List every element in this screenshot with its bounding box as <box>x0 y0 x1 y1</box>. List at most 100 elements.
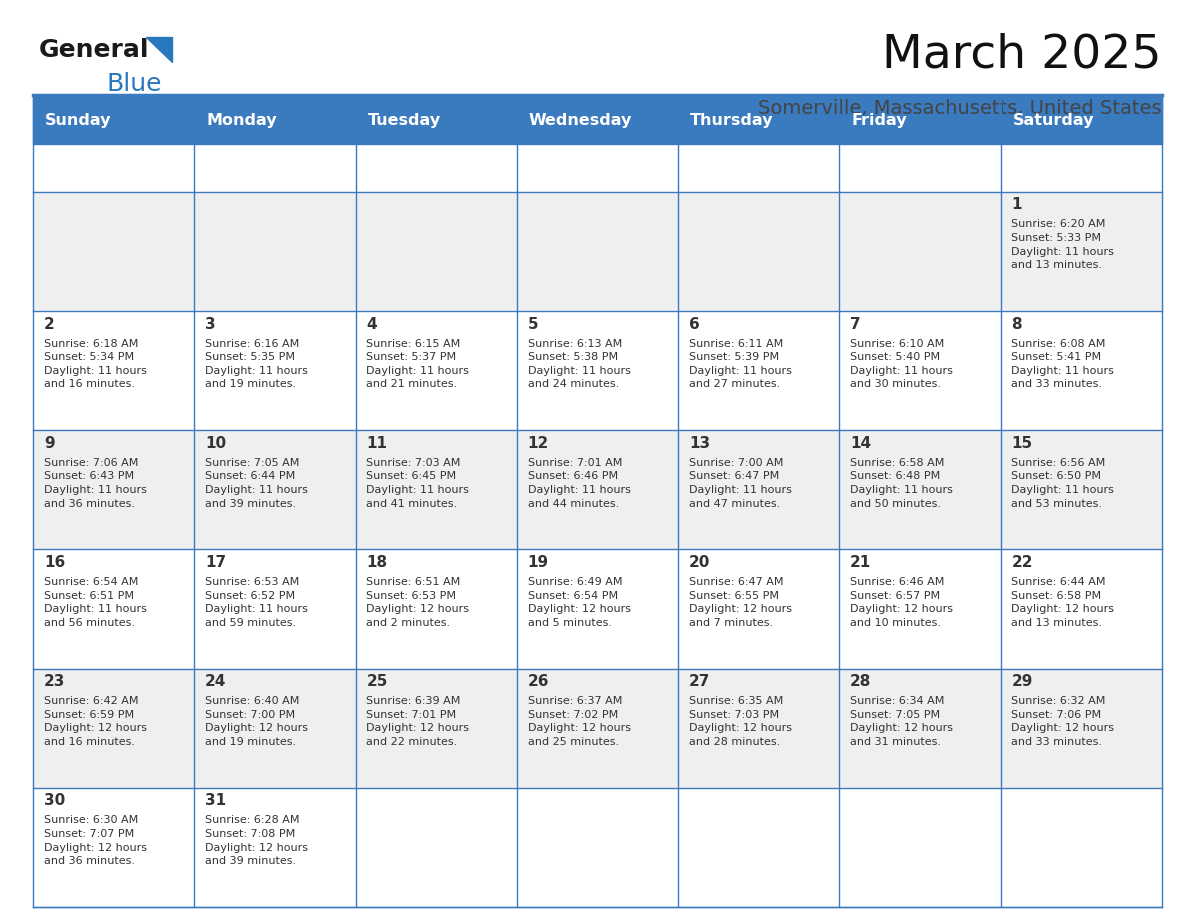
Text: 13: 13 <box>689 436 710 451</box>
Text: Sunrise: 6:32 AM
Sunset: 7:06 PM
Daylight: 12 hours
and 33 minutes.: Sunrise: 6:32 AM Sunset: 7:06 PM Dayligh… <box>1011 696 1114 747</box>
Text: 28: 28 <box>851 674 872 689</box>
Text: Somerville, Massachusetts, United States: Somerville, Massachusetts, United States <box>758 99 1162 118</box>
Text: Sunrise: 6:18 AM
Sunset: 5:34 PM
Daylight: 11 hours
and 16 minutes.: Sunrise: 6:18 AM Sunset: 5:34 PM Dayligh… <box>44 339 147 389</box>
Text: Sunrise: 6:30 AM
Sunset: 7:07 PM
Daylight: 12 hours
and 36 minutes.: Sunrise: 6:30 AM Sunset: 7:07 PM Dayligh… <box>44 815 147 867</box>
Text: 26: 26 <box>527 674 549 689</box>
Text: Tuesday: Tuesday <box>367 113 441 128</box>
Bar <box>517 431 678 549</box>
Bar <box>678 311 840 431</box>
Bar <box>517 668 678 788</box>
Text: 25: 25 <box>366 674 387 689</box>
Bar <box>678 788 840 907</box>
Bar <box>840 788 1000 907</box>
Text: 24: 24 <box>206 674 227 689</box>
Text: 15: 15 <box>1011 436 1032 451</box>
Text: Sunrise: 7:00 AM
Sunset: 6:47 PM
Daylight: 11 hours
and 47 minutes.: Sunrise: 7:00 AM Sunset: 6:47 PM Dayligh… <box>689 458 791 509</box>
Text: 6: 6 <box>689 317 700 331</box>
Text: Sunrise: 6:34 AM
Sunset: 7:05 PM
Daylight: 12 hours
and 31 minutes.: Sunrise: 6:34 AM Sunset: 7:05 PM Dayligh… <box>851 696 953 747</box>
Text: Sunrise: 7:01 AM
Sunset: 6:46 PM
Daylight: 11 hours
and 44 minutes.: Sunrise: 7:01 AM Sunset: 6:46 PM Dayligh… <box>527 458 631 509</box>
Text: 10: 10 <box>206 436 226 451</box>
Bar <box>195 431 355 549</box>
Text: 27: 27 <box>689 674 710 689</box>
Text: Sunrise: 6:54 AM
Sunset: 6:51 PM
Daylight: 11 hours
and 56 minutes.: Sunrise: 6:54 AM Sunset: 6:51 PM Dayligh… <box>44 577 147 628</box>
Text: Sunrise: 6:39 AM
Sunset: 7:01 PM
Daylight: 12 hours
and 22 minutes.: Sunrise: 6:39 AM Sunset: 7:01 PM Dayligh… <box>366 696 469 747</box>
Text: Sunrise: 7:06 AM
Sunset: 6:43 PM
Daylight: 11 hours
and 36 minutes.: Sunrise: 7:06 AM Sunset: 6:43 PM Dayligh… <box>44 458 147 509</box>
Bar <box>840 549 1000 668</box>
Text: 1: 1 <box>1011 197 1022 212</box>
Bar <box>517 788 678 907</box>
Text: 20: 20 <box>689 554 710 570</box>
Bar <box>840 192 1000 311</box>
Bar <box>33 668 195 788</box>
Text: Sunrise: 6:16 AM
Sunset: 5:35 PM
Daylight: 11 hours
and 19 minutes.: Sunrise: 6:16 AM Sunset: 5:35 PM Dayligh… <box>206 339 308 389</box>
Bar <box>33 549 195 668</box>
Text: Sunrise: 6:44 AM
Sunset: 6:58 PM
Daylight: 12 hours
and 13 minutes.: Sunrise: 6:44 AM Sunset: 6:58 PM Dayligh… <box>1011 577 1114 628</box>
Text: Sunrise: 7:03 AM
Sunset: 6:45 PM
Daylight: 11 hours
and 41 minutes.: Sunrise: 7:03 AM Sunset: 6:45 PM Dayligh… <box>366 458 469 509</box>
Text: Sunrise: 6:56 AM
Sunset: 6:50 PM
Daylight: 11 hours
and 53 minutes.: Sunrise: 6:56 AM Sunset: 6:50 PM Dayligh… <box>1011 458 1114 509</box>
Text: Friday: Friday <box>852 113 906 128</box>
Text: Sunrise: 6:08 AM
Sunset: 5:41 PM
Daylight: 11 hours
and 33 minutes.: Sunrise: 6:08 AM Sunset: 5:41 PM Dayligh… <box>1011 339 1114 389</box>
Bar <box>1000 788 1162 907</box>
Text: Sunrise: 6:15 AM
Sunset: 5:37 PM
Daylight: 11 hours
and 21 minutes.: Sunrise: 6:15 AM Sunset: 5:37 PM Dayligh… <box>366 339 469 389</box>
Text: 21: 21 <box>851 554 871 570</box>
Text: 17: 17 <box>206 554 226 570</box>
Text: Sunrise: 6:20 AM
Sunset: 5:33 PM
Daylight: 11 hours
and 13 minutes.: Sunrise: 6:20 AM Sunset: 5:33 PM Dayligh… <box>1011 219 1114 270</box>
Text: Sunrise: 6:42 AM
Sunset: 6:59 PM
Daylight: 12 hours
and 16 minutes.: Sunrise: 6:42 AM Sunset: 6:59 PM Dayligh… <box>44 696 147 747</box>
Text: 9: 9 <box>44 436 55 451</box>
Text: Thursday: Thursday <box>690 113 773 128</box>
Text: 12: 12 <box>527 436 549 451</box>
Bar <box>678 668 840 788</box>
Polygon shape <box>146 37 172 62</box>
Bar <box>840 668 1000 788</box>
Text: 22: 22 <box>1011 554 1032 570</box>
Text: 5: 5 <box>527 317 538 331</box>
Bar <box>195 192 355 311</box>
Bar <box>355 549 517 668</box>
Text: Sunrise: 6:53 AM
Sunset: 6:52 PM
Daylight: 11 hours
and 59 minutes.: Sunrise: 6:53 AM Sunset: 6:52 PM Dayligh… <box>206 577 308 628</box>
Bar <box>840 431 1000 549</box>
Bar <box>840 311 1000 431</box>
Bar <box>517 311 678 431</box>
Bar <box>33 311 195 431</box>
Bar <box>33 192 195 311</box>
Text: 14: 14 <box>851 436 871 451</box>
Text: 2: 2 <box>44 317 55 331</box>
Bar <box>1000 668 1162 788</box>
Bar <box>678 549 840 668</box>
Bar <box>355 668 517 788</box>
Text: Sunrise: 7:05 AM
Sunset: 6:44 PM
Daylight: 11 hours
and 39 minutes.: Sunrise: 7:05 AM Sunset: 6:44 PM Dayligh… <box>206 458 308 509</box>
Text: Sunrise: 6:37 AM
Sunset: 7:02 PM
Daylight: 12 hours
and 25 minutes.: Sunrise: 6:37 AM Sunset: 7:02 PM Dayligh… <box>527 696 631 747</box>
Text: 16: 16 <box>44 554 65 570</box>
Text: Sunrise: 6:40 AM
Sunset: 7:00 PM
Daylight: 12 hours
and 19 minutes.: Sunrise: 6:40 AM Sunset: 7:00 PM Dayligh… <box>206 696 308 747</box>
Text: 23: 23 <box>44 674 65 689</box>
Text: 11: 11 <box>366 436 387 451</box>
Text: Sunrise: 6:46 AM
Sunset: 6:57 PM
Daylight: 12 hours
and 10 minutes.: Sunrise: 6:46 AM Sunset: 6:57 PM Dayligh… <box>851 577 953 628</box>
Bar <box>1000 311 1162 431</box>
Bar <box>195 311 355 431</box>
Text: Sunrise: 6:10 AM
Sunset: 5:40 PM
Daylight: 11 hours
and 30 minutes.: Sunrise: 6:10 AM Sunset: 5:40 PM Dayligh… <box>851 339 953 389</box>
Bar <box>1000 192 1162 311</box>
Text: 31: 31 <box>206 793 226 809</box>
Bar <box>355 311 517 431</box>
Text: Sunrise: 6:11 AM
Sunset: 5:39 PM
Daylight: 11 hours
and 27 minutes.: Sunrise: 6:11 AM Sunset: 5:39 PM Dayligh… <box>689 339 791 389</box>
Bar <box>355 192 517 311</box>
Bar <box>33 96 1162 144</box>
Text: Sunrise: 6:13 AM
Sunset: 5:38 PM
Daylight: 11 hours
and 24 minutes.: Sunrise: 6:13 AM Sunset: 5:38 PM Dayligh… <box>527 339 631 389</box>
Text: Wednesday: Wednesday <box>529 113 632 128</box>
Text: 19: 19 <box>527 554 549 570</box>
Bar <box>678 431 840 549</box>
Text: Sunrise: 6:58 AM
Sunset: 6:48 PM
Daylight: 11 hours
and 50 minutes.: Sunrise: 6:58 AM Sunset: 6:48 PM Dayligh… <box>851 458 953 509</box>
Text: March 2025: March 2025 <box>883 32 1162 78</box>
Text: Saturday: Saturday <box>1012 113 1094 128</box>
Text: 7: 7 <box>851 317 861 331</box>
Text: 29: 29 <box>1011 674 1032 689</box>
Text: 3: 3 <box>206 317 216 331</box>
Text: Sunrise: 6:49 AM
Sunset: 6:54 PM
Daylight: 12 hours
and 5 minutes.: Sunrise: 6:49 AM Sunset: 6:54 PM Dayligh… <box>527 577 631 628</box>
Text: Sunrise: 6:28 AM
Sunset: 7:08 PM
Daylight: 12 hours
and 39 minutes.: Sunrise: 6:28 AM Sunset: 7:08 PM Dayligh… <box>206 815 308 867</box>
Bar <box>1000 431 1162 549</box>
Text: 30: 30 <box>44 793 65 809</box>
Bar <box>517 192 678 311</box>
Text: Blue: Blue <box>107 73 163 96</box>
Text: 18: 18 <box>366 554 387 570</box>
Text: Sunday: Sunday <box>45 113 112 128</box>
